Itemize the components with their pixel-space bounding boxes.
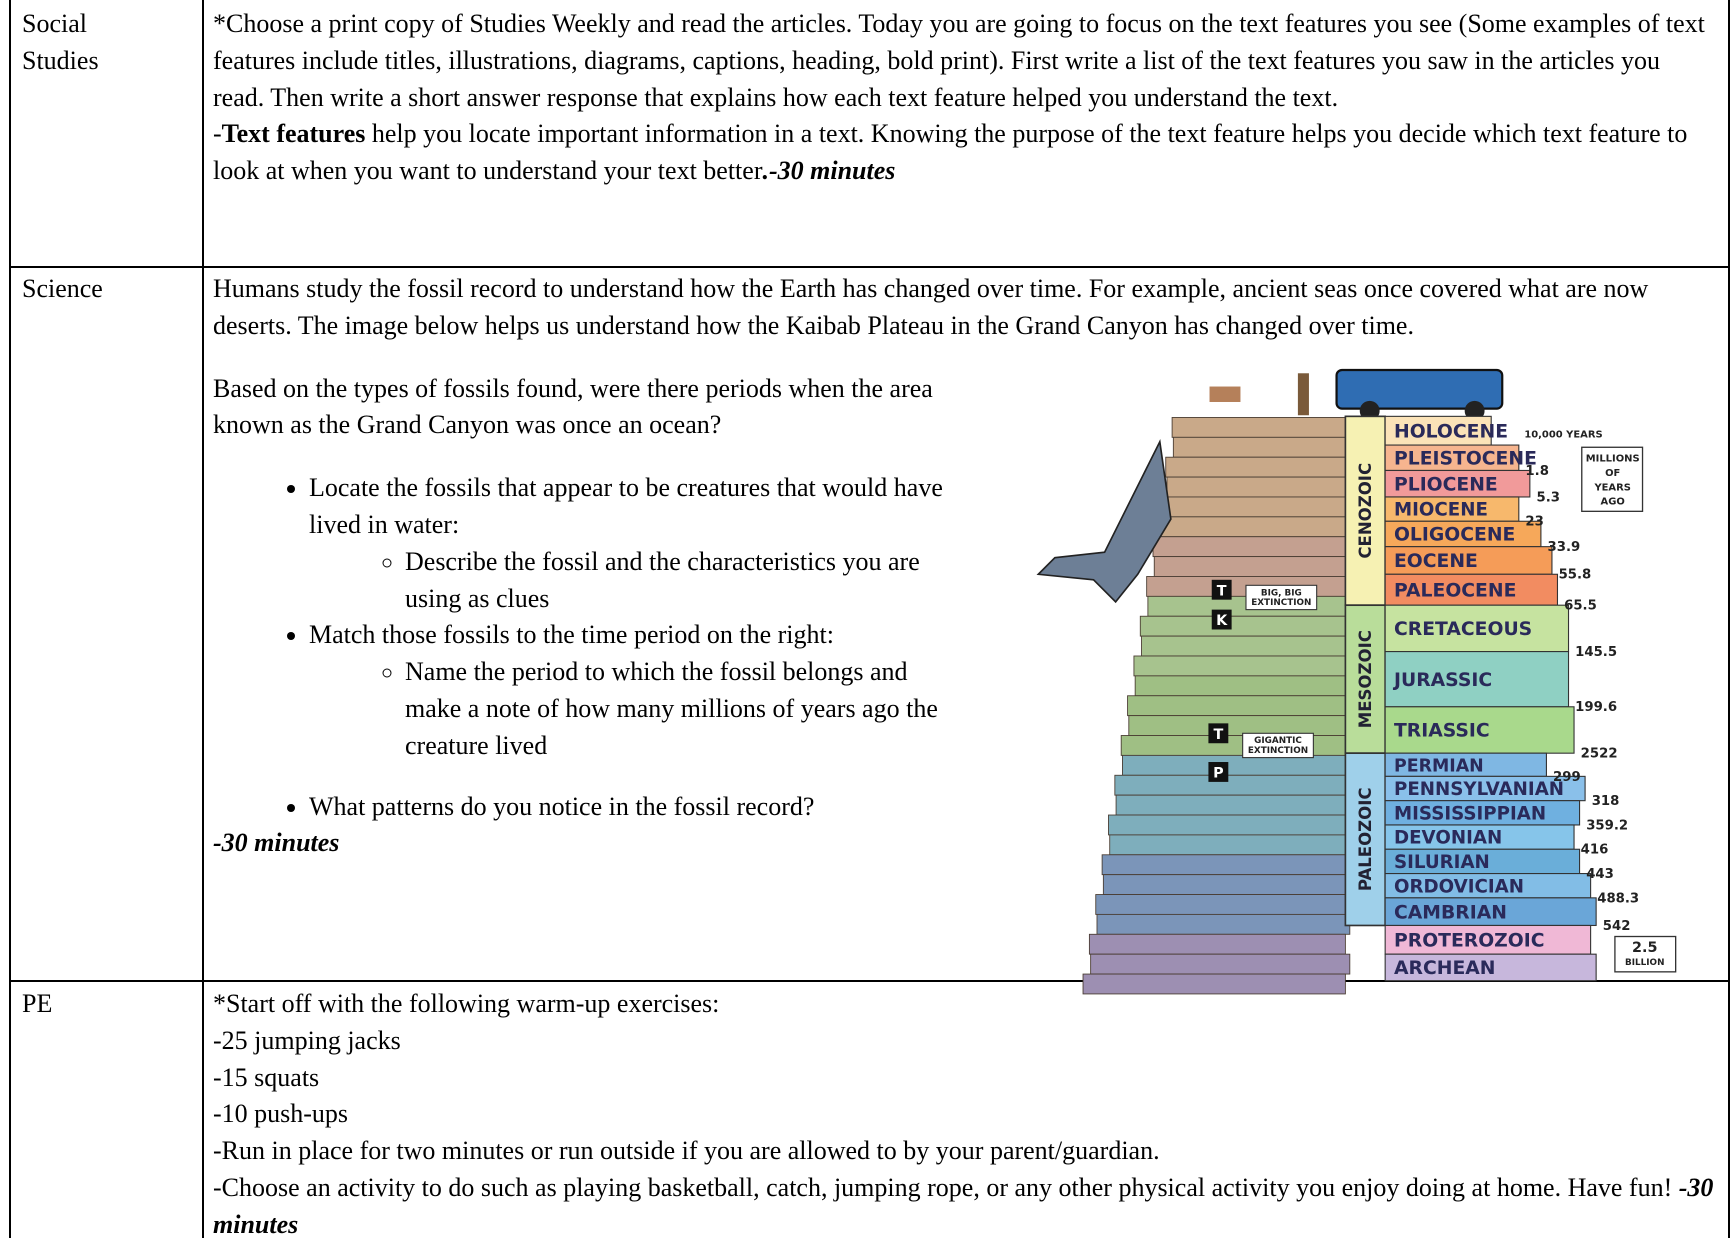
- line: -Run in place for two minutes or run out…: [213, 1136, 1160, 1166]
- bullet: Match those fossils to the time period o…: [309, 617, 969, 764]
- text: Locate the fossils that appear to be cre…: [309, 473, 943, 539]
- border: [202, 0, 204, 1238]
- period-label: ORDOVICIAN: [1394, 876, 1524, 897]
- text: -: [213, 119, 222, 149]
- rock-layer: [1096, 913, 1351, 935]
- oldest-label: BILLION: [1625, 958, 1664, 968]
- subject: Science: [12, 271, 162, 308]
- line: -15 squats: [213, 1062, 320, 1092]
- subject-text: Science: [22, 274, 103, 303]
- paragraph: Humans study the fossil record to unders…: [213, 274, 1649, 340]
- line: *Start off with the following warm-up ex…: [213, 989, 720, 1018]
- subject-text: Social Studies: [22, 9, 99, 75]
- paragraph: -Text features help you locate important…: [213, 116, 1717, 190]
- period-box: [1384, 953, 1597, 982]
- rock-layer: [1102, 874, 1351, 895]
- age-label: 542: [1603, 919, 1631, 934]
- period-box: [1384, 873, 1592, 899]
- sub-bullet: Describe the fossil and the characterist…: [405, 544, 969, 618]
- list: Locate the fossils that appear to be cre…: [213, 470, 969, 825]
- subject: PE: [12, 986, 162, 1023]
- age-label: 488.3: [1597, 891, 1639, 906]
- time: .-30 minutes: [762, 156, 896, 186]
- rock-layer: [1090, 953, 1351, 975]
- text: Match those fossils to the time period o…: [309, 620, 834, 650]
- period-box: [1384, 924, 1592, 955]
- paragraph: *Choose a print copy of Studies Weekly a…: [213, 9, 1705, 112]
- list: Name the period to which the fossil belo…: [309, 654, 969, 764]
- oldest-box: [1614, 935, 1677, 973]
- sub-bullet: Name the period to which the fossil belo…: [405, 654, 969, 764]
- list: Describe the fossil and the characterist…: [309, 544, 969, 618]
- paragraph: Based on the types of fossils found, wer…: [213, 373, 933, 440]
- rock-layer: [1095, 894, 1346, 915]
- text: -Choose an activity to do such as playin…: [213, 1172, 1679, 1202]
- bullet: What patterns do you notice in the fossi…: [309, 789, 969, 826]
- age-label: 443: [1586, 867, 1614, 882]
- period-label: PROTEROZOIC: [1394, 930, 1545, 951]
- subject-text: PE: [22, 989, 53, 1018]
- lines: *Start off with the following warm-up ex…: [213, 986, 1717, 1170]
- rock-layer: [1088, 933, 1346, 955]
- border: [9, 266, 1730, 268]
- time: -30 minutes: [213, 1172, 1714, 1239]
- questions: Based on the types of fossils found, wer…: [213, 371, 1003, 863]
- period-label: CAMBRIAN: [1394, 902, 1507, 923]
- oldest-label: 2.5: [1632, 940, 1657, 956]
- text: help you locate important information in…: [213, 119, 1688, 186]
- bullet: Locate the fossils that appear to be cre…: [309, 470, 969, 617]
- assignment: *Start off with the following warm-up ex…: [205, 986, 1725, 1244]
- line: -10 push-ups: [213, 1099, 349, 1129]
- bold-term: Text features: [221, 119, 366, 149]
- time: -30 minutes: [213, 828, 340, 858]
- period-box: [1384, 897, 1597, 927]
- subject: Social Studies: [12, 6, 122, 80]
- border: [9, 0, 11, 1238]
- line: -25 jumping jacks: [213, 1025, 401, 1055]
- period-label: ARCHEAN: [1394, 958, 1496, 979]
- border: [1728, 0, 1730, 1238]
- paragraph: -Choose an activity to do such as playin…: [213, 1170, 1717, 1244]
- assignment: Humans study the fossil record to unders…: [205, 271, 1725, 862]
- assignment: *Choose a print copy of Studies Weekly a…: [205, 6, 1725, 190]
- border: [9, 980, 1730, 982]
